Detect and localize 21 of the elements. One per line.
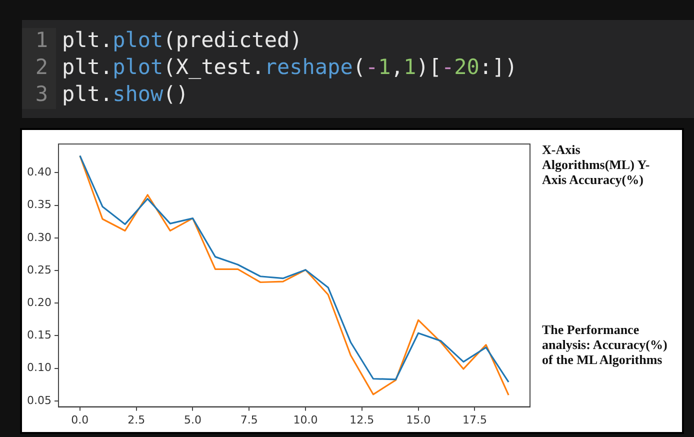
y-tick-label: 0.40 <box>26 166 52 179</box>
text: 3 plt.show() <box>34 82 188 108</box>
y-tick-label: 0.05 <box>26 394 52 407</box>
text: 2 plt.plot(X_test.reshape(-1,1)[-20:]) <box>35 55 518 79</box>
x-tick-label: 5.0 <box>184 413 202 426</box>
x-tick-label: 7.5 <box>240 413 258 426</box>
x-tick-label: 2.5 <box>128 413 146 426</box>
text: X-Axis Algorithms(ML) Y-Axis Accuracy(%) <box>542 142 651 187</box>
y-tick-label: 0.15 <box>26 328 52 342</box>
y-tick-label: 0.10 <box>26 361 52 374</box>
text: 1 plt.plot(predicted) <box>34 28 302 54</box>
x-tick-label: 17.5 <box>462 413 487 426</box>
x-tick-label: 12.5 <box>350 413 374 426</box>
text: The Performance analysis: Accuracy(%) of the ML Algorithms <box>542 322 668 367</box>
y-tick-label: 0.25 <box>26 263 52 276</box>
x-tick-label: 10.0 <box>293 413 318 426</box>
y-tick-label: 0.20 <box>26 296 52 309</box>
x-tick-label: 15.0 <box>406 413 431 426</box>
x-tick-label: 0.0 <box>71 413 89 426</box>
y-tick-label: 0.35 <box>26 198 52 212</box>
y-tick-label: 0.30 <box>26 230 52 244</box>
